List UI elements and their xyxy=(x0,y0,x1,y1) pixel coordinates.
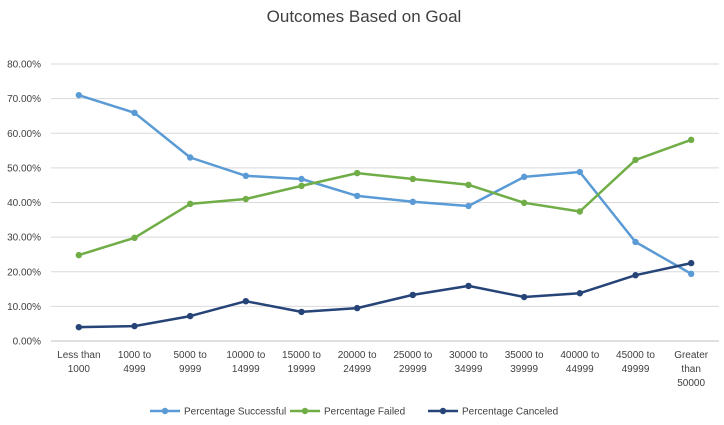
y-tick-label: 80.00% xyxy=(7,60,41,71)
data-point xyxy=(353,192,361,200)
data-point xyxy=(242,172,250,180)
data-point xyxy=(465,282,472,290)
y-tick-label: 30.00% xyxy=(7,233,41,244)
data-point xyxy=(465,202,472,210)
data-point xyxy=(186,200,194,208)
data-point xyxy=(186,154,194,161)
x-axis-tick-labels: Less than 1000 1000 to 4999 5000 to 9999 10000… xyxy=(57,350,709,389)
data-point xyxy=(632,272,639,279)
series-1 xyxy=(75,91,695,278)
y-tick-label: 60.00% xyxy=(7,129,41,140)
series-2 xyxy=(75,136,695,259)
x-tick-label: 40000 to 44999 xyxy=(560,350,599,375)
y-tick-label: 70.00% xyxy=(7,94,41,105)
data-point xyxy=(465,181,472,189)
series-3 xyxy=(75,259,695,331)
legend-item: Percentage Failed xyxy=(290,407,405,418)
legend-swatch-marker xyxy=(301,407,309,415)
data-point xyxy=(75,251,83,259)
data-point xyxy=(687,259,695,267)
x-tick-label: Greater than 50000 xyxy=(674,350,709,389)
y-axis-tick-labels: 0.00% 10.00% 20.00% 30.00% 40.00% 50.00% 60.00… xyxy=(7,60,41,348)
series-lines xyxy=(75,91,695,331)
data-point xyxy=(632,156,639,164)
y-tick-label: 10.00% xyxy=(7,302,41,313)
data-point xyxy=(298,182,305,190)
data-point xyxy=(576,208,584,215)
legend-item: Percentage Canceled xyxy=(428,407,558,418)
y-tick-label: 0.00% xyxy=(13,337,41,348)
x-tick-label: Less than 1000 xyxy=(57,350,100,375)
series-line xyxy=(77,138,693,257)
data-point xyxy=(131,109,138,117)
data-point xyxy=(576,168,584,176)
x-tick-label: 45000 to 49999 xyxy=(616,350,655,375)
data-point xyxy=(242,297,250,305)
data-point xyxy=(409,198,417,206)
data-point xyxy=(520,173,528,181)
data-point xyxy=(298,308,305,316)
x-tick-label: 10000 to 14999 xyxy=(226,350,265,375)
data-point xyxy=(75,323,83,331)
series-line xyxy=(77,261,693,329)
data-point xyxy=(687,136,695,144)
data-point xyxy=(75,91,83,99)
legend-label: Percentage Canceled xyxy=(462,407,558,418)
data-point xyxy=(298,175,305,183)
y-tick-label: 40.00% xyxy=(7,198,41,209)
data-point xyxy=(131,234,138,242)
data-point xyxy=(409,175,417,183)
x-tick-label: 15000 to 19999 xyxy=(282,350,321,375)
data-point xyxy=(687,270,695,278)
legend: Percentage Successful Percentage Failed Pe… xyxy=(150,407,558,418)
x-tick-label: 1000 to 4999 xyxy=(118,350,152,375)
x-tick-label: 5000 to 9999 xyxy=(173,350,207,375)
series-line xyxy=(77,93,693,276)
data-point xyxy=(131,322,138,330)
legend-item: Percentage Successful xyxy=(150,407,286,418)
legend-label: Percentage Successful xyxy=(184,407,286,418)
data-point xyxy=(186,312,194,320)
data-point xyxy=(353,169,361,177)
x-tick-label: 35000 to 39999 xyxy=(505,350,544,375)
gridlines xyxy=(51,63,719,342)
data-point xyxy=(520,199,528,207)
data-point xyxy=(632,238,639,246)
chart-title: Outcomes Based on Goal xyxy=(267,7,462,26)
x-tick-label: 20000 to 24999 xyxy=(338,350,377,375)
data-point xyxy=(576,290,584,297)
data-point xyxy=(242,195,250,203)
data-point xyxy=(353,304,361,312)
y-tick-label: 50.00% xyxy=(7,163,41,174)
data-point xyxy=(409,291,417,299)
legend-swatch-marker xyxy=(439,407,447,415)
x-tick-label: 30000 to 34999 xyxy=(449,350,488,375)
y-tick-label: 20.00% xyxy=(7,267,41,278)
x-tick-label: 25000 to 29999 xyxy=(393,350,432,375)
data-point xyxy=(520,293,528,301)
legend-swatch-marker xyxy=(161,407,169,415)
legend-label: Percentage Failed xyxy=(324,407,405,418)
